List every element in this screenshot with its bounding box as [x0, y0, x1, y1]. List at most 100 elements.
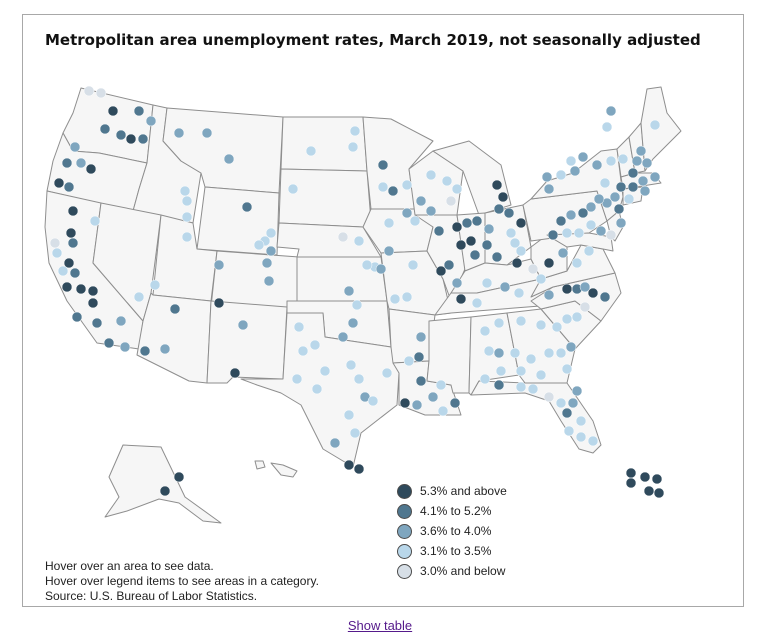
metro-area-marker[interactable] — [425, 205, 437, 217]
metro-area-marker[interactable] — [95, 87, 107, 99]
metro-area-marker[interactable] — [401, 291, 413, 303]
metro-area-marker[interactable] — [573, 227, 585, 239]
metro-area-marker[interactable] — [53, 177, 65, 189]
metro-area-marker[interactable] — [565, 209, 577, 221]
metro-area-marker[interactable] — [509, 237, 521, 249]
metro-area-marker[interactable] — [343, 285, 355, 297]
state-alaska[interactable] — [104, 444, 222, 524]
metro-area-marker[interactable] — [643, 485, 655, 497]
metro-area-marker[interactable] — [491, 179, 503, 191]
metro-area-marker[interactable] — [103, 337, 115, 349]
metro-area-marker[interactable] — [515, 381, 527, 393]
metro-area-marker[interactable] — [541, 171, 553, 183]
metro-area-marker[interactable] — [51, 247, 63, 259]
metro-area-marker[interactable] — [451, 221, 463, 233]
legend-item-5-3-and-above[interactable]: 5.3% and above — [397, 481, 507, 501]
metro-area-marker[interactable] — [511, 257, 523, 269]
metro-area-marker[interactable] — [133, 291, 145, 303]
metro-area-marker[interactable] — [587, 435, 599, 447]
metro-area-marker[interactable] — [515, 365, 527, 377]
metro-area-marker[interactable] — [609, 191, 621, 203]
metro-area-marker[interactable] — [481, 277, 493, 289]
metro-area-marker[interactable] — [571, 311, 583, 323]
metro-area-marker[interactable] — [71, 311, 83, 323]
metro-area-marker[interactable] — [115, 129, 127, 141]
metro-area-marker[interactable] — [555, 397, 567, 409]
metro-area-marker[interactable] — [407, 259, 419, 271]
metro-area-marker[interactable] — [455, 293, 467, 305]
metro-area-marker[interactable] — [347, 141, 359, 153]
metro-area-marker[interactable] — [401, 179, 413, 191]
state-south-dakota[interactable] — [278, 168, 372, 228]
metro-area-marker[interactable] — [555, 169, 567, 181]
metro-area-marker[interactable] — [601, 121, 613, 133]
metro-area-marker[interactable] — [561, 407, 573, 419]
metro-area-marker[interactable] — [415, 375, 427, 387]
metro-area-marker[interactable] — [389, 293, 401, 305]
metro-area-marker[interactable] — [551, 321, 563, 333]
metro-area-marker[interactable] — [61, 157, 73, 169]
metro-area-marker[interactable] — [287, 183, 299, 195]
metro-area-marker[interactable] — [445, 195, 457, 207]
metro-area-marker[interactable] — [435, 379, 447, 391]
metro-area-marker[interactable] — [479, 373, 491, 385]
metro-area-marker[interactable] — [651, 473, 663, 485]
metro-area-marker[interactable] — [509, 347, 521, 359]
metro-area-marker[interactable] — [265, 227, 277, 239]
state-hawaii[interactable] — [254, 460, 298, 478]
metro-area-marker[interactable] — [561, 227, 573, 239]
metro-area-marker[interactable] — [535, 319, 547, 331]
metro-area-marker[interactable] — [555, 215, 567, 227]
metro-area-marker[interactable] — [125, 133, 137, 145]
metro-area-marker[interactable] — [427, 391, 439, 403]
metro-area-marker[interactable] — [159, 343, 171, 355]
metro-area-marker[interactable] — [337, 231, 349, 243]
metro-area-marker[interactable] — [595, 225, 607, 237]
metro-area-marker[interactable] — [465, 235, 477, 247]
metro-area-marker[interactable] — [557, 247, 569, 259]
metro-area-marker[interactable] — [483, 223, 495, 235]
metro-area-marker[interactable] — [637, 175, 649, 187]
metro-area-marker[interactable] — [159, 485, 171, 497]
metro-area-marker[interactable] — [345, 359, 357, 371]
metro-area-marker[interactable] — [347, 317, 359, 329]
metro-area-marker[interactable] — [639, 471, 651, 483]
metro-area-marker[interactable] — [491, 251, 503, 263]
metro-area-marker[interactable] — [137, 133, 149, 145]
metro-area-marker[interactable] — [543, 183, 555, 195]
metro-area-marker[interactable] — [67, 205, 79, 217]
metro-area-marker[interactable] — [133, 105, 145, 117]
metro-area-marker[interactable] — [139, 345, 151, 357]
legend-item-3-1-to-3-5[interactable]: 3.1% to 3.5% — [397, 541, 507, 561]
metro-area-marker[interactable] — [223, 153, 235, 165]
metro-area-marker[interactable] — [469, 249, 481, 261]
metro-area-marker[interactable] — [85, 163, 97, 175]
metro-area-marker[interactable] — [605, 155, 617, 167]
metro-area-marker[interactable] — [181, 231, 193, 243]
metro-area-marker[interactable] — [493, 203, 505, 215]
metro-area-marker[interactable] — [561, 313, 573, 325]
metro-area-marker[interactable] — [253, 239, 265, 251]
metro-area-marker[interactable] — [119, 341, 131, 353]
metro-area-marker[interactable] — [399, 397, 411, 409]
metro-area-marker[interactable] — [149, 279, 161, 291]
metro-area-marker[interactable] — [241, 201, 253, 213]
metro-area-marker[interactable] — [75, 283, 87, 295]
metro-area-marker[interactable] — [515, 245, 527, 257]
metro-area-marker[interactable] — [349, 427, 361, 439]
metro-area-marker[interactable] — [543, 347, 555, 359]
metro-area-marker[interactable] — [639, 185, 651, 197]
metro-area-marker[interactable] — [615, 217, 627, 229]
metro-area-marker[interactable] — [503, 207, 515, 219]
metro-area-marker[interactable] — [569, 165, 581, 177]
metro-area-marker[interactable] — [173, 471, 185, 483]
metro-area-marker[interactable] — [265, 245, 277, 257]
metro-area-marker[interactable] — [479, 325, 491, 337]
state-michigan[interactable] — [432, 140, 512, 216]
metro-area-marker[interactable] — [435, 265, 447, 277]
metro-area-marker[interactable] — [575, 431, 587, 443]
metro-area-marker[interactable] — [293, 321, 305, 333]
metro-area-marker[interactable] — [63, 181, 75, 193]
metro-area-marker[interactable] — [337, 331, 349, 343]
metro-area-marker[interactable] — [571, 385, 583, 397]
